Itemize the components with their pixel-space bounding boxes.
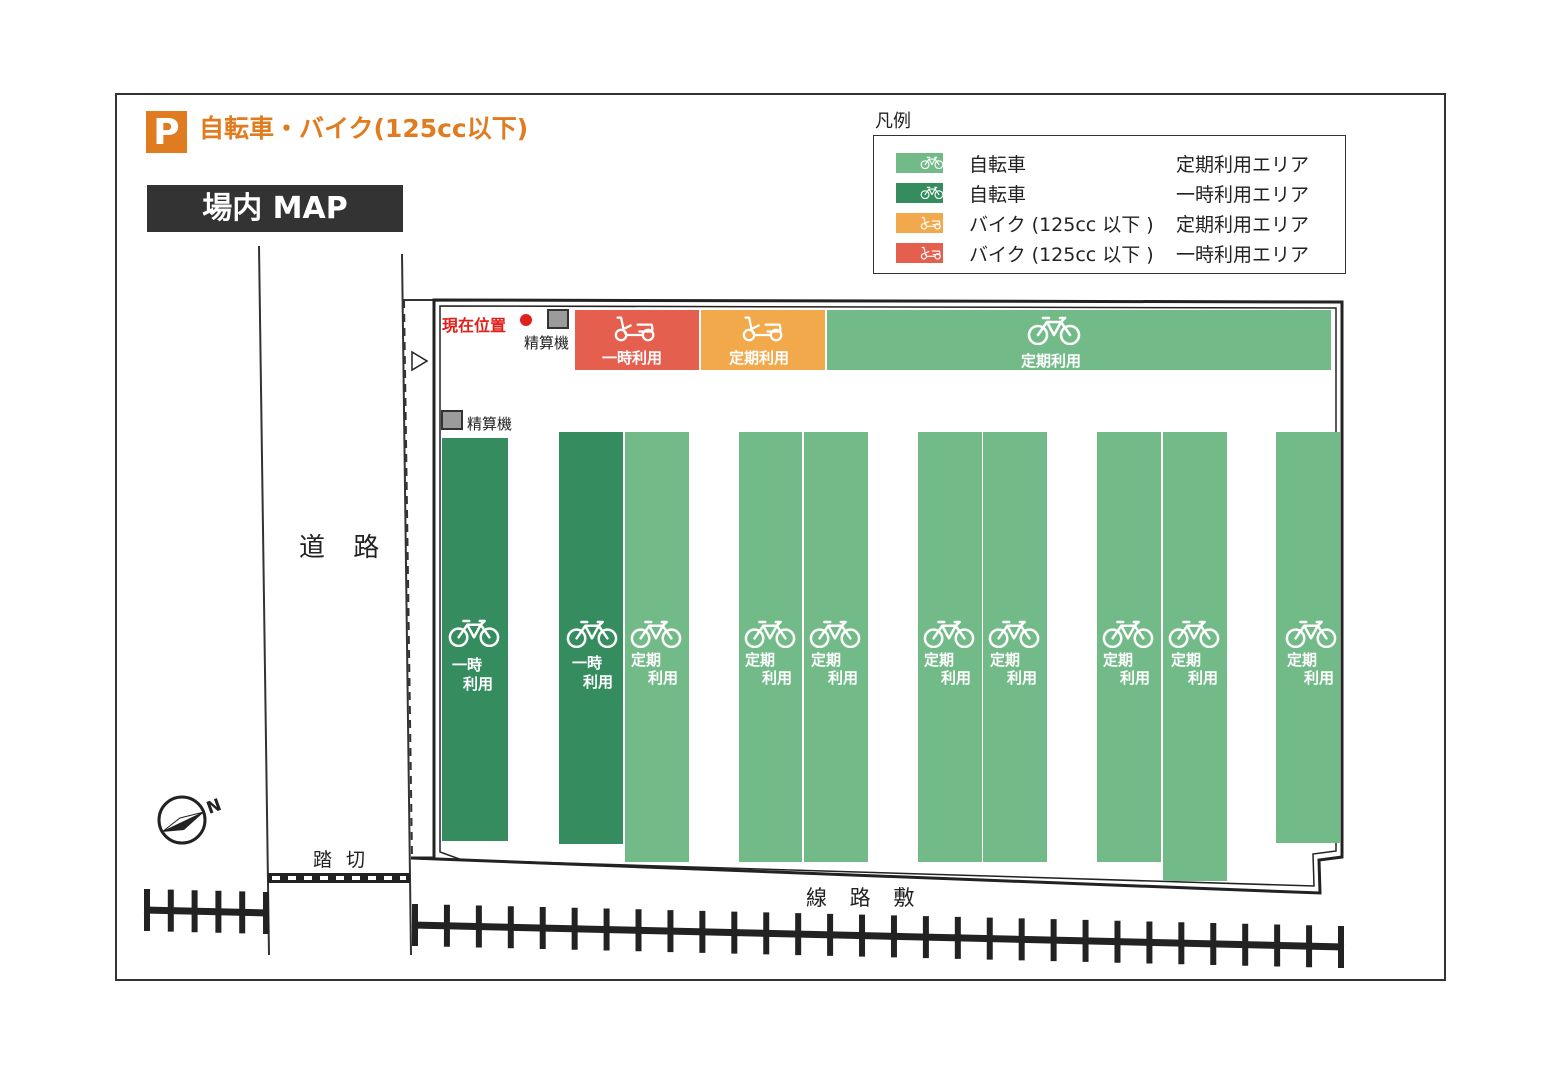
legend-swatch <box>896 153 944 173</box>
bicycle-icon <box>988 619 1040 652</box>
column-label-line1: 定期 <box>631 651 662 669</box>
column-label-line1: 一時 <box>572 654 603 672</box>
bicycle-column: 一時 利用 <box>559 432 623 844</box>
bicycle-column: 定期 利用 <box>918 432 982 862</box>
bicycle-column: 定期 利用 <box>739 432 802 862</box>
bicycle-icon <box>630 619 682 652</box>
legend-use: 一時利用エリア <box>1176 244 1310 266</box>
bicycle-icon <box>809 619 861 652</box>
compass-icon <box>157 795 207 845</box>
area-label: 一時利用 <box>602 349 663 367</box>
legend-item: 自転車 定期利用エリア <box>874 146 1345 176</box>
bicycle-icon <box>1027 315 1081 349</box>
bicycle-icon <box>448 618 500 651</box>
legend-type: 自転車 <box>969 154 1027 176</box>
column-label-line2: 利用 <box>648 669 679 687</box>
kiosk-label: 精算機 <box>524 334 570 352</box>
column-label-line1: 定期 <box>811 651 842 669</box>
column-label-line1: 定期 <box>924 651 955 669</box>
legend-use: 定期利用エリア <box>1176 214 1310 236</box>
bicycle-icon <box>1102 619 1154 652</box>
column-label-line2: 利用 <box>762 669 793 687</box>
lot-inner-outline <box>439 305 1337 887</box>
bicycle-column: 定期 利用 <box>1163 432 1227 881</box>
scooter-area-temporary: 一時利用 <box>575 310 699 370</box>
bicycle-column: 定期 利用 <box>983 432 1047 862</box>
legend-item: バイク (125cc 以下 ) 定期利用エリア <box>874 206 1345 236</box>
column-label-line2: 利用 <box>583 673 614 691</box>
legend-swatch <box>896 213 943 233</box>
bicycle-icon <box>923 619 975 652</box>
scooter-icon <box>741 315 785 346</box>
legend-swatch <box>896 243 943 263</box>
column-label-line1: 一時 <box>452 656 483 674</box>
legend-use: 定期利用エリア <box>1176 154 1310 176</box>
column-label-line2: 利用 <box>1188 669 1219 687</box>
crossing-label: 踏 切 <box>313 849 370 871</box>
bicycle-icon <box>1285 619 1337 652</box>
legend-swatch <box>896 183 944 203</box>
kiosk-icon <box>547 309 569 329</box>
area-label: 定期利用 <box>1021 352 1082 370</box>
column-label-line2: 利用 <box>941 669 972 687</box>
column-label-line1: 定期 <box>1103 651 1134 669</box>
road-edge <box>401 253 412 956</box>
lot-outline <box>410 298 1344 895</box>
legend: 自転車 定期利用エリア 自転車 一時利用エリア バイク (125cc 以下 ) … <box>873 135 1346 274</box>
scooter-area-regular: 定期利用 <box>701 310 825 370</box>
legend-item: 自転車 一時利用エリア <box>874 176 1345 206</box>
column-label-line2: 利用 <box>828 669 859 687</box>
column-label-line2: 利用 <box>1304 669 1335 687</box>
railway-label: 線 路 敷 <box>806 886 923 910</box>
legend-item: バイク (125cc 以下 ) 一時利用エリア <box>874 236 1345 266</box>
legend-type: 自転車 <box>969 184 1027 206</box>
column-label-line1: 定期 <box>745 651 776 669</box>
bicycle-icon <box>744 619 796 652</box>
kiosk-label: 精算機 <box>467 415 513 433</box>
bicycle-column: 定期 利用 <box>1276 432 1340 843</box>
area-label: 定期利用 <box>729 349 790 367</box>
bicycle-column: 一時 利用 <box>442 438 508 841</box>
column-label-line2: 利用 <box>1007 669 1038 687</box>
road-label: 道 路 <box>299 533 390 563</box>
bicycle-column: 定期 利用 <box>804 432 868 862</box>
road-edge <box>258 245 270 956</box>
bicycle-area-regular: 定期利用 <box>827 310 1331 370</box>
column-label-line1: 定期 <box>990 651 1021 669</box>
parking-icon: P <box>146 111 187 153</box>
bicycle-icon <box>1168 619 1220 652</box>
legend-title: 凡例 <box>875 111 911 132</box>
bicycle-column: 定期 利用 <box>1097 432 1161 862</box>
legend-type: バイク (125cc 以下 ) <box>969 214 1154 236</box>
column-label-line1: 定期 <box>1287 651 1318 669</box>
railway-track-left <box>143 889 269 934</box>
legend-use: 一時利用エリア <box>1176 184 1310 206</box>
triangle-right-icon <box>411 350 429 372</box>
current-location-dot <box>520 314 532 326</box>
column-label-line1: 定期 <box>1171 651 1202 669</box>
bicycle-column: 定期 利用 <box>625 432 689 862</box>
column-label-line2: 利用 <box>463 675 494 693</box>
bicycle-icon <box>566 619 618 652</box>
map-banner: 場内 MAP <box>147 185 403 232</box>
column-label-line2: 利用 <box>1120 669 1151 687</box>
current-location-label: 現在位置 <box>442 316 507 335</box>
scooter-icon <box>613 315 657 346</box>
property-line <box>403 299 413 859</box>
page-title: 自転車・バイク(125cc以下) <box>199 114 529 143</box>
legend-type: バイク (125cc 以下 ) <box>969 244 1154 266</box>
kiosk-icon <box>441 410 463 430</box>
map-frame <box>115 93 1446 981</box>
railway-track-right <box>411 904 1345 968</box>
